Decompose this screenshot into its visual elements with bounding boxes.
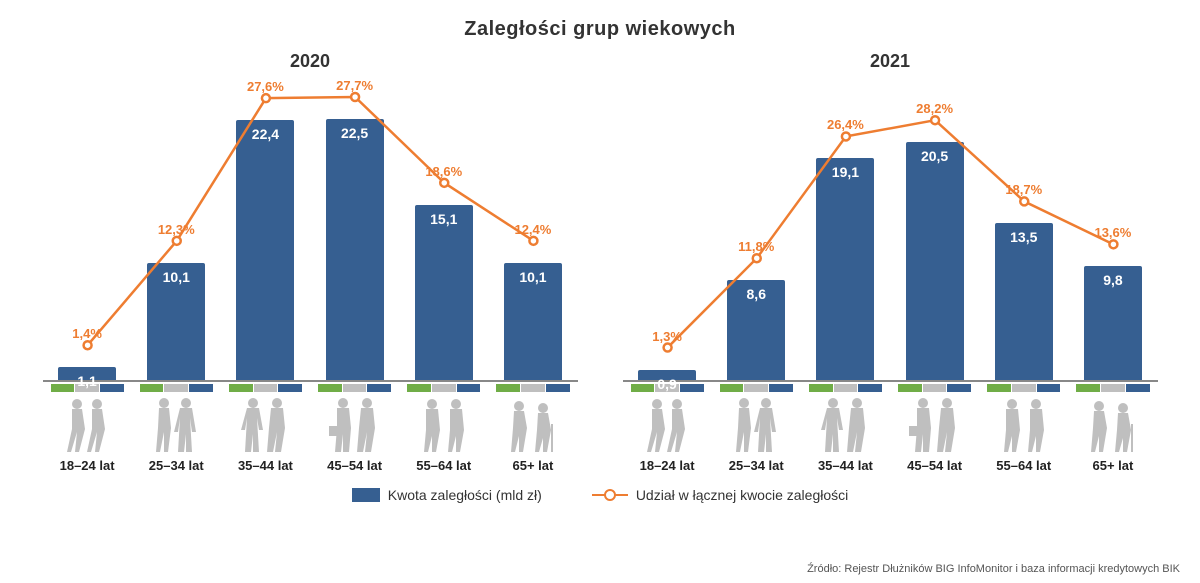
bar: 9,8: [1084, 266, 1142, 380]
age-label: 25–34 lat: [132, 458, 221, 473]
pct-label: 12,4%: [514, 222, 551, 237]
age-label: 35–44 lat: [221, 458, 310, 473]
people-icon: [1068, 392, 1157, 454]
age-label: 65+ lat: [1068, 458, 1157, 473]
bar-value: 10,1: [519, 269, 546, 285]
segment: [132, 384, 221, 392]
age-label: 35–44 lat: [801, 458, 890, 473]
bar: 1,1: [58, 367, 116, 380]
chart-2020: 2020 1,1 1,4% 10,1 12,3% 22,4 27,6% 22,5 27,7% 15…: [33, 51, 588, 473]
legend-line: Udział w łącznej kwocie zaległości: [592, 487, 848, 503]
bar: 13,5: [995, 223, 1053, 380]
people-icon: [310, 392, 399, 454]
source-text: Źródło: Rejestr Dłużników BIG InfoMonito…: [807, 563, 1180, 575]
pct-label: 27,7%: [336, 78, 373, 93]
people-icon: [488, 392, 577, 454]
pct-label: 27,6%: [247, 79, 284, 94]
segment: [310, 384, 399, 392]
plot-area: 0,9 1,3% 8,6 11,8% 19,1 26,4% 20,5 28,2% 13,5 18,…: [613, 90, 1168, 380]
age-label: 55–64 lat: [399, 458, 488, 473]
pct-label: 11,8%: [738, 239, 774, 254]
page-title: Zaległości grup wiekowych: [0, 0, 1200, 41]
labels-row: 18–24 lat25–34 lat35–44 lat45–54 lat55–6…: [613, 454, 1168, 473]
bar-value: 22,4: [252, 126, 279, 142]
bar: 0,9: [638, 370, 696, 380]
legend-line-swatch: [592, 494, 628, 496]
age-label: 45–54 lat: [890, 458, 979, 473]
pct-label: 13,6%: [1094, 225, 1131, 240]
bar-group: 19,1: [801, 90, 890, 380]
labels-row: 18–24 lat25–34 lat35–44 lat45–54 lat55–6…: [33, 454, 588, 473]
bar: 19,1: [816, 158, 874, 380]
age-label: 18–24 lat: [623, 458, 712, 473]
segment: [221, 384, 310, 392]
pct-label: 12,3%: [158, 222, 195, 237]
bar-group: 20,5: [890, 90, 979, 380]
bar-group: 22,4: [221, 90, 310, 380]
segment: [979, 384, 1068, 392]
people-icon: [399, 392, 488, 454]
segment: [890, 384, 979, 392]
age-label: 18–24 lat: [43, 458, 132, 473]
bar-group: 15,1: [399, 90, 488, 380]
segment: [801, 384, 890, 392]
segment-row: [33, 382, 588, 392]
bar-group: 22,5: [310, 90, 399, 380]
bar-value: 8,6: [747, 286, 766, 302]
bar-value: 19,1: [832, 164, 859, 180]
people-icon: [221, 392, 310, 454]
pct-label: 26,4%: [827, 117, 864, 132]
bar: 15,1: [415, 205, 473, 380]
charts-container: 2020 1,1 1,4% 10,1 12,3% 22,4 27,6% 22,5 27,7% 15…: [0, 41, 1200, 473]
bar: 22,5: [326, 119, 384, 380]
bar: 20,5: [906, 142, 964, 380]
people-icon: [712, 392, 801, 454]
bar-value: 0,9: [657, 376, 676, 392]
bar: 22,4: [236, 120, 294, 380]
bar: 10,1: [147, 263, 205, 380]
pct-label: 18,6%: [425, 164, 462, 179]
bar-value: 13,5: [1010, 229, 1037, 245]
bar: 10,1: [504, 263, 562, 380]
legend: Kwota zaległości (mld zł) Udział w łączn…: [0, 473, 1200, 503]
segment: [488, 384, 577, 392]
pct-label: 1,4%: [72, 326, 102, 341]
bar-group: 8,6: [712, 90, 801, 380]
people-icon: [979, 392, 1068, 454]
segment: [1068, 384, 1157, 392]
people-row: [613, 392, 1168, 454]
pct-label: 1,3%: [652, 329, 682, 344]
legend-line-label: Udział w łącznej kwocie zaległości: [636, 487, 848, 503]
segment: [399, 384, 488, 392]
legend-bar-label: Kwota zaległości (mld zł): [388, 487, 542, 503]
bar-value: 9,8: [1103, 272, 1122, 288]
bar-value: 1,1: [77, 373, 96, 389]
people-icon: [623, 392, 712, 454]
age-label: 65+ lat: [488, 458, 577, 473]
people-row: [33, 392, 588, 454]
age-label: 55–64 lat: [979, 458, 1068, 473]
segment-row: [613, 382, 1168, 392]
bar-group: 13,5: [979, 90, 1068, 380]
year-label: 2021: [613, 51, 1168, 72]
people-icon: [801, 392, 890, 454]
age-label: 45–54 lat: [310, 458, 399, 473]
people-icon: [890, 392, 979, 454]
bar-value: 10,1: [163, 269, 190, 285]
bar: 8,6: [727, 280, 785, 380]
legend-bar: Kwota zaległości (mld zł): [352, 487, 542, 503]
segment: [712, 384, 801, 392]
plot-area: 1,11,4%10,112,3%22,427,6%22,527,7%15,118…: [33, 90, 588, 380]
year-label: 2020: [33, 51, 588, 72]
bar-value: 20,5: [921, 148, 948, 164]
age-label: 25–34 lat: [712, 458, 801, 473]
bar-value: 22,5: [341, 125, 368, 141]
pct-label: 28,2%: [916, 101, 953, 116]
bar-value: 15,1: [430, 211, 457, 227]
people-icon: [43, 392, 132, 454]
chart-2021: 2021 0,9 1,3% 8,6 11,8% 19,1 26,4% 20,5 28,2% 13,…: [613, 51, 1168, 473]
pct-label: 18,7%: [1005, 182, 1042, 197]
people-icon: [132, 392, 221, 454]
legend-bar-swatch: [352, 488, 380, 502]
